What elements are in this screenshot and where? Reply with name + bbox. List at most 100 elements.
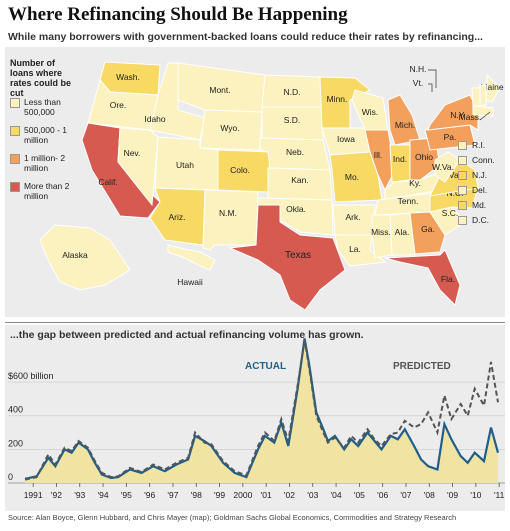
- x-tick-label: '99: [214, 490, 225, 500]
- small-state-swatch: [458, 156, 467, 165]
- state-label: W.Va.: [432, 162, 454, 172]
- state-shape: [409, 211, 446, 255]
- small-state-swatch: [458, 201, 467, 210]
- state-label: Tenn.: [398, 196, 419, 206]
- x-tick-label: '07: [400, 490, 411, 500]
- state-label: La.: [349, 244, 361, 254]
- state-shape: [434, 151, 461, 183]
- x-tick-label: '95: [121, 490, 132, 500]
- state-label: Mo.: [345, 172, 359, 182]
- state-label: Kan.: [291, 175, 309, 185]
- x-tick-label: 2000: [233, 490, 252, 500]
- x-tick-label: '97: [167, 490, 178, 500]
- x-tick-label: '03: [307, 490, 318, 500]
- map-subtitle: While many borrowers with government-bac…: [8, 31, 483, 43]
- state-shape: [228, 204, 346, 311]
- small-state-label: Conn.: [472, 155, 495, 165]
- state-label: Wash.: [116, 72, 140, 82]
- state-label: Mont.: [209, 85, 230, 95]
- small-state-label: N.J.: [472, 170, 488, 180]
- state-label: Mich.: [395, 120, 415, 130]
- x-tick-label: '10: [470, 490, 481, 500]
- state-label: Utah: [176, 160, 194, 170]
- x-tick-label: '96: [144, 490, 155, 500]
- legend-swatch: [10, 98, 20, 108]
- small-state-swatch: [458, 186, 467, 195]
- x-tick-label: 1991: [24, 490, 43, 500]
- y-tick-label: 400: [8, 405, 23, 415]
- y-tick-label: 0: [8, 472, 13, 482]
- actual-series-line: [24, 338, 500, 480]
- state-label: Ala.: [395, 227, 410, 237]
- legend-label: Less than 500,000: [24, 97, 61, 117]
- page-title: Where Refinancing Should Be Happening: [8, 4, 348, 25]
- state-label: Fla.: [441, 274, 455, 284]
- x-tick-label: '98: [191, 490, 202, 500]
- actual-series-label: ACTUAL: [245, 361, 286, 372]
- x-tick-label: '02: [284, 490, 295, 500]
- x-tick-label: '08: [424, 490, 435, 500]
- state-shape: [389, 212, 416, 256]
- small-state-swatch: [458, 216, 467, 225]
- state-label: S.C.: [442, 208, 459, 218]
- state-label: Alaska: [62, 250, 88, 260]
- state-label: Miss.: [371, 227, 391, 237]
- x-tick-label: '11: [494, 490, 505, 500]
- legend-label: More than 2 million: [24, 181, 70, 201]
- chart-subtitle: ...the gap between predicted and actual …: [10, 329, 364, 341]
- state-shape: [479, 84, 487, 107]
- y-tick-label: 200: [8, 438, 23, 448]
- state-label: Ga.: [421, 224, 435, 234]
- state-label: Minn.: [327, 94, 348, 104]
- map-legend-title: Number of loans where rates could be cut: [10, 58, 72, 98]
- legend-swatch: [10, 182, 20, 192]
- legend-swatch: [10, 126, 20, 136]
- small-state-swatch: [458, 141, 467, 150]
- us-map: Wash. Ore. Calif. Idaho Nev. Mont. Wyo. Utah Ari…: [39, 61, 504, 311]
- state-label: Vt.: [413, 78, 423, 88]
- x-tick-label: '06: [377, 490, 388, 500]
- legend-swatch: [10, 154, 20, 164]
- small-state-swatch: [458, 171, 467, 180]
- state-label: Ore.: [110, 100, 127, 110]
- state-label: Wis.: [362, 107, 379, 117]
- state-shape: [427, 94, 479, 131]
- state-label: S.D.: [284, 115, 301, 125]
- state-shape: [167, 244, 216, 271]
- state-shape: [471, 87, 481, 107]
- state-label: N.C.: [447, 188, 464, 198]
- x-tick-label: '04: [331, 490, 342, 500]
- map-states: Wash. Ore. Calif. Idaho Nev. Mont. Wyo. Utah Ari…: [39, 61, 504, 311]
- x-tick-label: '01: [261, 490, 272, 500]
- state-shape: [149, 62, 206, 141]
- x-tick-label: '92: [51, 490, 62, 500]
- state-label: Maine: [480, 82, 503, 92]
- legend-label: 500,000 - 1 million: [24, 125, 68, 145]
- source-note: Source: Alan Boyce, Glenn Hubbard, and C…: [8, 513, 457, 522]
- state-label: Wyo.: [220, 123, 239, 133]
- state-label: Nev.: [124, 148, 141, 158]
- state-label: N.M.: [219, 208, 237, 218]
- state-label: Okla.: [286, 204, 306, 214]
- x-tick-label: '93: [74, 490, 85, 500]
- state-label: Pa.: [444, 132, 457, 142]
- state-label: Neb.: [286, 147, 304, 157]
- state-label: Colo.: [230, 165, 250, 175]
- x-tick-label: '94: [98, 490, 109, 500]
- label-leader-lines: [428, 69, 491, 121]
- state-label: Ill.: [374, 150, 383, 160]
- actual-area-fill: [25, 338, 499, 483]
- predicted-series-label: PREDICTED: [393, 361, 451, 372]
- state-label: Texas: [285, 250, 311, 261]
- state-label: Hawaii: [177, 277, 203, 287]
- state-label: Idaho: [144, 114, 166, 124]
- small-state-label: Del.: [472, 185, 488, 195]
- state-shape: [117, 127, 159, 207]
- predicted-series-line: [24, 339, 499, 481]
- state-label: N.Y.: [450, 110, 465, 120]
- y-tick-label: $600 billion: [8, 371, 54, 381]
- state-label: Ark.: [345, 212, 360, 222]
- x-tick-label: '09: [447, 490, 458, 500]
- small-state-label: D.C.: [472, 215, 489, 225]
